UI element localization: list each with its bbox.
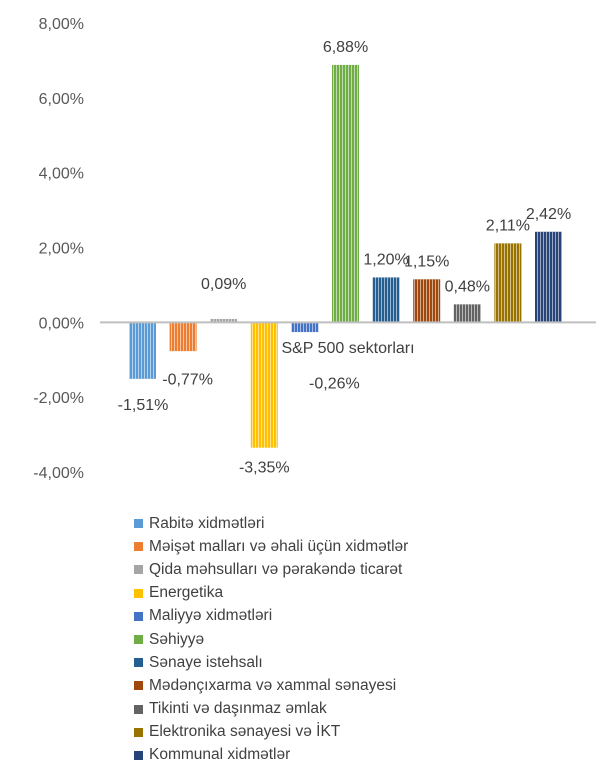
bars — [129, 64, 562, 448]
data-label: 1,15% — [404, 253, 449, 270]
bar-texture — [169, 322, 197, 352]
legend-label: Məişət malları və əhali üçün xidmətlər — [149, 537, 409, 555]
legend-swatch — [134, 635, 143, 645]
legend-item: Energetika — [134, 582, 408, 605]
legend-item: Səhiyyə — [134, 628, 408, 651]
bar — [372, 277, 400, 323]
bar-texture — [210, 318, 238, 323]
legend-item: Maliyyə xidmətləri — [134, 605, 408, 628]
legend-swatch — [134, 681, 143, 691]
y-tick-label: -2,00% — [33, 390, 84, 407]
bar-texture — [291, 322, 319, 333]
legend-label: Elektronika sənayesi və İKT — [149, 723, 341, 741]
legend-label: Qida məhsulları və pərakəndə ticarət — [149, 560, 403, 578]
legend-item: Qida məhsulları və pərakəndə ticarət — [134, 558, 408, 581]
legend-swatch — [134, 727, 143, 737]
bar — [250, 322, 278, 448]
legend-label: Sənaye istehsalı — [149, 653, 263, 671]
legend-swatch — [134, 542, 143, 552]
bar — [453, 304, 481, 323]
data-label: 0,09% — [201, 276, 246, 293]
data-label: -0,26% — [309, 375, 360, 392]
bar — [210, 318, 238, 323]
bar — [169, 322, 197, 352]
bar — [129, 322, 156, 379]
bar-texture — [535, 231, 562, 323]
legend-swatch — [134, 704, 143, 714]
bar — [332, 64, 359, 323]
bar-texture — [413, 279, 441, 323]
legend-item: Tikinti və daşınmaz əmlak — [134, 698, 408, 721]
data-labels: -1,51% -0,77% 0,09% -3,35% -0,26% 6,88% 1,20%1… — [118, 39, 572, 477]
data-label: -1,51% — [118, 397, 169, 414]
bar-texture — [332, 64, 359, 323]
legend-swatch — [134, 658, 143, 668]
legend-swatch — [134, 611, 143, 621]
bar-texture — [372, 277, 400, 323]
y-axis-ticks: 8,00% 6,00% 4,00% 2,00% 0,00% -2,00% -4,00% — [33, 16, 84, 482]
data-label: 2,11% — [486, 217, 530, 234]
bar-texture — [494, 243, 522, 323]
legend-label: Kommunal xidmətlər — [149, 746, 291, 764]
legend-label: Rabitə xidmətləri — [149, 514, 265, 532]
legend-label: Mədənçıxarma və xammal sənayesi — [149, 676, 397, 694]
legend: Rabitə xidmətləri Məişət malları və əhali… — [134, 512, 408, 767]
data-label: -3,35% — [239, 460, 290, 477]
legend-swatch — [134, 519, 143, 529]
legend-item: Elektronika sənayesi və İKT — [134, 721, 408, 744]
data-label: 1,20% — [363, 251, 408, 268]
legend-label: Maliyyə xidmətləri — [149, 607, 273, 625]
y-tick-label: -4,00% — [33, 465, 84, 482]
legend-item: Sənaye istehsalı — [134, 651, 408, 674]
legend-item: Kommunal xidmətlər — [134, 744, 408, 767]
y-tick-label: 4,00% — [39, 166, 84, 183]
y-tick-label: 2,00% — [39, 241, 84, 258]
legend-swatch — [134, 588, 143, 598]
legend-swatch — [134, 750, 143, 760]
legend-item: Məişət malları və əhali üçün xidmətlər — [134, 535, 408, 558]
y-tick-label: 6,00% — [39, 91, 84, 108]
bar-chart: 8,00% 6,00% 4,00% 2,00% 0,00% -2,00% -4,00% -1… — [33, 16, 596, 482]
bar — [413, 279, 441, 323]
data-label: 2,42% — [526, 206, 571, 223]
bar — [535, 231, 562, 323]
legend-label: Energetika — [149, 584, 224, 602]
data-label: -0,77% — [162, 371, 213, 388]
y-tick-label: 0,00% — [39, 315, 84, 332]
legend-item: Mədənçıxarma və xammal sənayesi — [134, 674, 408, 697]
legend-label: Tikinti və daşınmaz əmlak — [149, 700, 327, 718]
legend-label: Səhiyyə — [149, 630, 205, 648]
bar-texture — [250, 322, 278, 448]
y-tick-label: 8,00% — [39, 16, 84, 33]
legend-item: Rabitə xidmətləri — [134, 512, 408, 535]
data-label: 6,88% — [323, 39, 368, 56]
bar — [494, 243, 522, 323]
bar — [291, 322, 319, 333]
legend-swatch — [134, 565, 143, 575]
x-axis-label: S&P 500 sektorları — [281, 340, 414, 357]
data-label: 0,48% — [445, 278, 490, 295]
bar-texture — [129, 322, 156, 379]
bar-texture — [453, 304, 481, 323]
